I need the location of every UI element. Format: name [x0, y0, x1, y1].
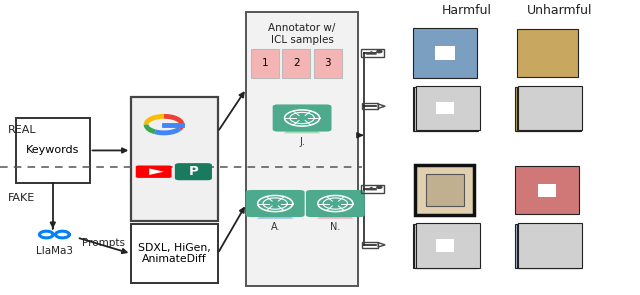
FancyBboxPatch shape — [175, 163, 212, 180]
Bar — [515, 166, 579, 214]
Bar — [416, 223, 480, 268]
Text: SDXL, HiGen,
AnimateDiff: SDXL, HiGen, AnimateDiff — [138, 243, 211, 265]
Circle shape — [377, 50, 382, 53]
Polygon shape — [317, 206, 354, 219]
FancyBboxPatch shape — [131, 97, 218, 221]
FancyBboxPatch shape — [306, 190, 365, 217]
Bar — [517, 87, 581, 131]
Bar — [517, 29, 577, 77]
Bar — [415, 224, 478, 268]
Bar — [362, 103, 378, 109]
Bar — [361, 185, 384, 193]
Bar — [436, 239, 454, 252]
Bar — [413, 224, 477, 268]
Bar — [413, 28, 477, 78]
Polygon shape — [284, 121, 321, 133]
Text: REAL: REAL — [8, 125, 36, 135]
Bar — [361, 49, 384, 57]
Bar — [362, 242, 378, 248]
Polygon shape — [257, 206, 294, 219]
Text: Harmful: Harmful — [442, 4, 492, 17]
Polygon shape — [365, 187, 377, 190]
Bar — [415, 165, 474, 215]
Text: J.: J. — [299, 137, 305, 147]
Bar — [413, 87, 477, 131]
Text: P: P — [189, 165, 198, 178]
Polygon shape — [149, 168, 164, 175]
Text: 3: 3 — [324, 58, 331, 68]
Text: Unharmful: Unharmful — [527, 4, 593, 17]
Bar — [415, 87, 478, 131]
FancyBboxPatch shape — [16, 118, 90, 183]
Text: Annotator w/
ICL samples: Annotator w/ ICL samples — [268, 23, 336, 45]
Bar — [518, 223, 582, 268]
Text: A.: A. — [271, 222, 280, 232]
FancyBboxPatch shape — [282, 49, 310, 78]
Text: FAKE: FAKE — [8, 193, 35, 203]
Bar — [515, 224, 579, 268]
Bar — [426, 174, 464, 206]
FancyBboxPatch shape — [314, 49, 342, 78]
FancyBboxPatch shape — [246, 12, 358, 286]
Bar — [435, 46, 455, 60]
Text: LlaMa3: LlaMa3 — [36, 246, 73, 256]
FancyBboxPatch shape — [131, 224, 218, 283]
Bar — [517, 224, 581, 268]
Bar — [436, 102, 454, 114]
FancyBboxPatch shape — [251, 49, 279, 78]
FancyBboxPatch shape — [273, 104, 332, 132]
Bar — [416, 86, 480, 130]
Bar — [518, 86, 582, 130]
Text: Keywords: Keywords — [26, 145, 79, 155]
Text: 2: 2 — [293, 58, 300, 68]
Polygon shape — [365, 51, 377, 55]
FancyBboxPatch shape — [136, 165, 172, 178]
Circle shape — [377, 186, 382, 189]
Text: Prompts: Prompts — [82, 238, 125, 248]
Text: N.: N. — [330, 222, 340, 232]
Bar — [515, 87, 579, 131]
Bar — [538, 184, 556, 197]
Text: 1: 1 — [262, 58, 268, 68]
FancyBboxPatch shape — [246, 190, 305, 217]
